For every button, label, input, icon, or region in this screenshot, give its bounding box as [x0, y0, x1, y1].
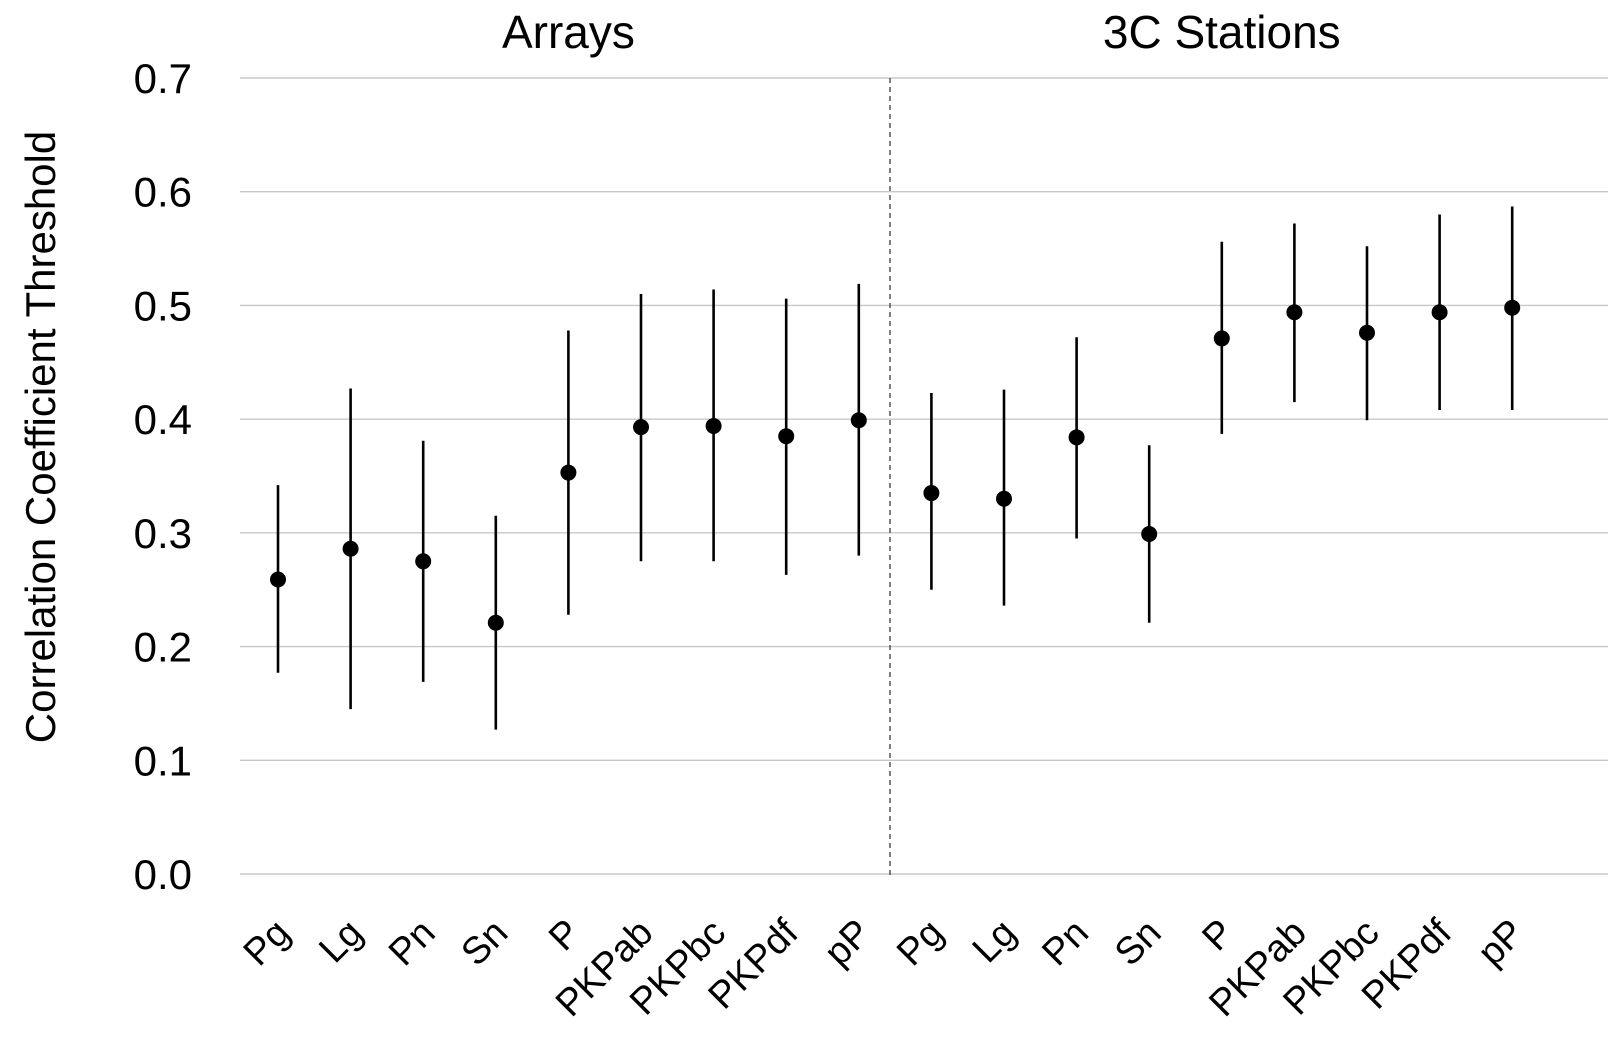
data-point — [270, 571, 286, 588]
data-point — [1068, 429, 1085, 446]
y-tick-label: 0.0 — [134, 851, 192, 898]
error-bars — [276, 206, 1514, 730]
data-point — [487, 614, 504, 631]
y-tick-label: 0.2 — [134, 624, 192, 671]
x-tick-label: Lg — [965, 912, 1025, 972]
x-tick-label: Pg — [236, 912, 299, 975]
x-tick-label: Pn — [381, 912, 444, 975]
y-tick-label: 0.4 — [134, 396, 192, 443]
data-point — [1504, 299, 1521, 316]
x-tick-label: pP — [1470, 912, 1533, 975]
data-point — [560, 464, 577, 481]
data-point — [705, 417, 722, 434]
x-tick-label: Pn — [1034, 912, 1097, 975]
data-point — [415, 553, 432, 570]
x-tick-label: P — [1195, 912, 1243, 960]
x-tick-label: P — [541, 912, 589, 960]
panel-titles: Arrays 3C Stations — [502, 6, 1341, 58]
x-tick-label: Lg — [311, 912, 371, 972]
y-axis-ticks: 0.0 0.1 0.2 0.3 0.4 0.5 0.6 0.7 — [134, 55, 192, 898]
data-point — [778, 428, 795, 445]
data-point — [1431, 304, 1448, 321]
y-tick-label: 0.1 — [134, 737, 192, 784]
x-tick-label: Sn — [454, 912, 517, 975]
data-point — [850, 412, 867, 429]
y-tick-label: 0.5 — [134, 282, 192, 329]
panel-title: 3C Stations — [1103, 6, 1341, 58]
x-tick-label: Pg — [889, 912, 952, 975]
y-tick-label: 0.7 — [134, 55, 192, 102]
panel-title: Arrays — [502, 6, 635, 58]
data-point — [996, 490, 1012, 507]
gridlines — [240, 77, 1608, 875]
data-point — [633, 419, 649, 436]
data-point — [1359, 324, 1375, 341]
y-tick-label: 0.3 — [134, 510, 192, 557]
x-tick-label: pP — [817, 912, 880, 975]
data-point — [1213, 330, 1230, 347]
data-point — [1141, 525, 1158, 542]
y-tick-label: 0.6 — [134, 169, 192, 216]
data-point — [342, 540, 359, 557]
x-tick-label: Sn — [1107, 912, 1170, 975]
data-point — [923, 485, 940, 502]
data-point — [1286, 304, 1303, 321]
data-points — [270, 299, 1521, 631]
y-axis-label: Correlation Coefficient Threshold — [17, 131, 64, 743]
